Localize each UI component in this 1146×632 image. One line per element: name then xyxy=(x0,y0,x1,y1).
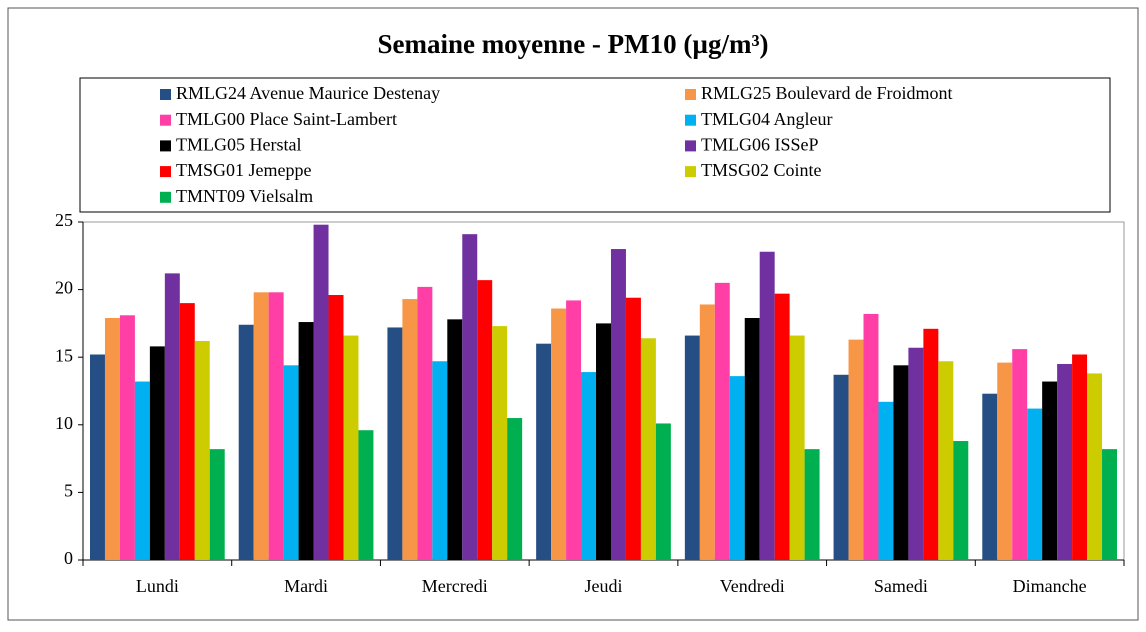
legend-label: RMLG25 Boulevard de Froidmont xyxy=(701,83,952,103)
bar xyxy=(759,251,775,560)
y-tick-label: 15 xyxy=(55,345,73,365)
bar xyxy=(507,418,523,560)
legend-swatch xyxy=(160,191,171,203)
bar xyxy=(610,249,626,561)
bar xyxy=(997,362,1013,560)
legend-label: TMSG02 Cointe xyxy=(701,160,822,180)
legend-swatch xyxy=(685,89,696,100)
bar xyxy=(923,328,939,560)
y-tick-label: 10 xyxy=(55,413,73,433)
bar xyxy=(134,381,150,560)
bar xyxy=(953,441,969,560)
legend-swatch xyxy=(160,114,171,126)
chart-title: Semaine moyenne - PM10 (µg/m³) xyxy=(377,29,768,59)
legend-swatch xyxy=(160,166,171,178)
bar xyxy=(596,323,611,560)
bar xyxy=(982,393,998,560)
bar xyxy=(1087,373,1103,560)
bar xyxy=(358,430,374,560)
bar xyxy=(729,376,745,560)
bar xyxy=(149,346,165,560)
bar xyxy=(179,303,195,560)
bar xyxy=(551,308,567,560)
bar xyxy=(402,299,418,560)
bar xyxy=(640,338,656,560)
x-tick-label: Mardi xyxy=(284,576,328,596)
bar xyxy=(432,361,448,560)
bar xyxy=(253,292,269,560)
bar xyxy=(744,317,760,560)
bar xyxy=(477,280,493,560)
legend-swatch xyxy=(685,114,696,126)
bar xyxy=(268,292,284,560)
bar xyxy=(104,317,120,560)
legend-label: TMLG00 Place Saint-Lambert xyxy=(176,109,397,129)
legend-box xyxy=(79,77,1111,213)
bar xyxy=(194,340,210,560)
bar xyxy=(492,326,508,560)
bar xyxy=(833,374,849,560)
bar xyxy=(848,339,864,560)
bar xyxy=(566,300,582,560)
bar xyxy=(1042,381,1058,560)
y-tick-label: 25 xyxy=(55,210,73,230)
bar xyxy=(625,297,641,560)
bar xyxy=(417,286,433,560)
x-tick-label: Samedi xyxy=(874,576,928,596)
legend-swatch xyxy=(685,140,696,152)
bar xyxy=(462,234,478,560)
bar xyxy=(938,361,954,560)
bar xyxy=(1072,354,1088,560)
legend-label: TMLG04 Angleur xyxy=(701,109,832,129)
bar xyxy=(164,273,180,560)
bar xyxy=(1057,363,1073,560)
bar xyxy=(908,347,924,560)
bar xyxy=(1102,449,1117,560)
bar xyxy=(283,365,299,560)
legend-label: TMLG05 Herstal xyxy=(176,135,301,155)
bar xyxy=(878,401,894,560)
bar xyxy=(387,327,403,560)
y-tick-label: 0 xyxy=(64,548,73,568)
legend-swatch xyxy=(160,89,171,100)
bar xyxy=(655,423,671,560)
bar xyxy=(209,449,225,560)
legend-label: TMLG06 ISSeP xyxy=(701,135,819,155)
legend-label: RMLG24 Avenue Maurice Destenay xyxy=(176,83,440,103)
x-tick-label: Lundi xyxy=(136,576,179,596)
bar xyxy=(90,354,105,560)
bar xyxy=(536,343,552,560)
bar xyxy=(893,365,909,560)
bar xyxy=(328,295,344,560)
bar xyxy=(804,449,820,560)
bar xyxy=(238,324,254,560)
bar xyxy=(714,282,730,560)
bar xyxy=(343,335,359,560)
bar xyxy=(774,293,790,560)
bar xyxy=(581,372,597,560)
bar xyxy=(447,319,463,560)
bar xyxy=(684,335,700,560)
legend-swatch xyxy=(160,140,171,152)
bar xyxy=(1012,349,1028,560)
legend-swatch xyxy=(685,166,696,178)
bar xyxy=(119,315,135,560)
legend-label: TMNT09 Vielsalm xyxy=(176,186,313,206)
y-tick-label: 20 xyxy=(55,278,73,298)
x-tick-label: Mercredi xyxy=(422,576,488,596)
bar xyxy=(313,224,329,561)
legend-label: TMSG01 Jemeppe xyxy=(176,160,311,180)
y-tick-label: 5 xyxy=(64,481,73,501)
x-tick-label: Vendredi xyxy=(720,576,785,596)
bar xyxy=(298,322,314,560)
bar xyxy=(699,304,715,560)
x-tick-label: Dimanche xyxy=(1013,576,1087,596)
x-tick-label: Jeudi xyxy=(585,576,623,596)
bar xyxy=(789,335,805,560)
bar xyxy=(863,313,879,560)
bar xyxy=(1027,408,1043,560)
